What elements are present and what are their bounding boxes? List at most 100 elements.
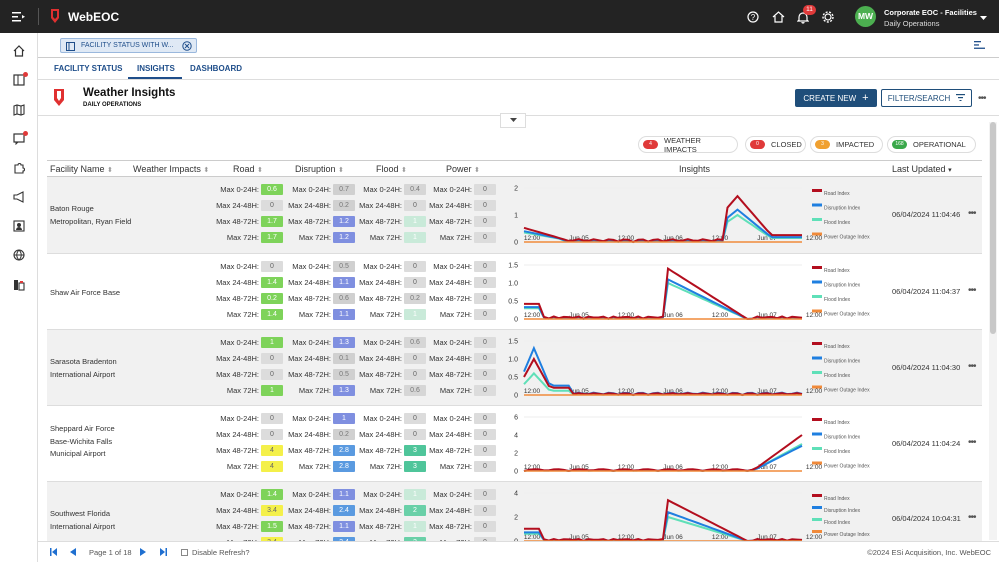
tab-dashboard[interactable]: DASHBOARD [190,64,242,73]
main-area: FACILITY STATUS WITH W... FACILITY STATU… [38,33,999,562]
last-page-icon[interactable] [160,548,167,558]
collapse-toggle[interactable] [500,113,526,128]
create-new-button[interactable]: CREATE NEW + [795,89,877,107]
y-tick-label: 1 [514,213,518,220]
scrollbar-thumb[interactable] [990,122,996,334]
insights-chart[interactable]: 4 2 0 12:00 Jun 05 12:00 Jun 06 12:00 Jun 07 12:0… [502,485,877,541]
road-series-line [524,266,803,321]
table-row[interactable]: Shaw Air Force Base Max 0-24H: 0 Max 0-24H:… [47,254,982,330]
row-more-options-icon[interactable]: ••• [968,208,976,219]
power-value: 0 [474,232,496,243]
row-more-options-icon[interactable]: ••• [968,437,976,448]
gear-icon[interactable] [822,11,834,25]
plugin-icon[interactable] [12,162,26,176]
disruption-value: 0.6 [333,293,355,304]
row-more-options-icon[interactable]: ••• [968,285,976,296]
globe-icon[interactable] [12,249,26,263]
avatar[interactable]: MW [855,6,876,27]
power-metric-label: Max 72H: [439,386,472,395]
status-badge-operational[interactable]: 168 OPERATIONAL [887,136,976,153]
scrollbar[interactable] [989,122,997,540]
col-power[interactable]: Power ⬍ [446,164,480,174]
disable-refresh-checkbox[interactable] [181,549,188,556]
row-more-options-icon[interactable]: ••• [968,512,976,523]
power-metric-label: Max 72H: [439,233,472,242]
flood-value: 0 [404,369,426,380]
power-metric-label: Max 48-72H: [429,294,472,303]
col-flood[interactable]: Flood ⬍ [376,164,407,174]
disruption-value: 2.8 [333,461,355,472]
disruption-value: 1.2 [333,232,355,243]
insights-chart[interactable]: 1.5 1.0 0.5 0 12:00 Jun 05 12:00 Jun 06 12:00 Jun… [502,333,877,405]
col-facility-name[interactable]: Facility Name ⬍ [50,164,113,174]
road-metric-label: Max 0-24H: [220,414,259,423]
chat-icon[interactable] [12,133,26,147]
table-row[interactable]: Southwest Florida International Airport Ma… [47,482,982,548]
menu-icon[interactable] [12,11,25,22]
x-tick-label: 12:00 [806,235,823,242]
tab-facility-status[interactable]: FACILITY STATUS [54,64,123,73]
y-tick-label: 0.5 [508,375,518,382]
facility-name: International Airport [50,521,116,531]
map-icon[interactable] [12,104,26,118]
tab-insights[interactable]: INSIGHTS [137,64,175,73]
x-tick-label: 12:00 [524,464,541,471]
col-last-updated[interactable]: Last Updated ▾ [892,164,952,174]
flood-value: 2 [404,505,426,516]
flood-metric-label: Max 48-72H: [359,294,402,303]
flood-metric-label: Max 0-24H: [363,414,402,423]
first-page-icon[interactable] [50,548,57,558]
facility-name: International Airport [50,369,116,379]
help-icon[interactable]: ? [747,11,759,25]
board-tab-chip[interactable]: FACILITY STATUS WITH W... [60,38,197,53]
flood-value: 0 [404,261,426,272]
col-road[interactable]: Road ⬍ [233,164,263,174]
col-disruption[interactable]: Disruption ⬍ [295,164,344,174]
table-row[interactable]: Sheppard Air Force Base-Wichita Falls Muni… [47,406,982,482]
power-metric-label: Max 0-24H: [433,185,472,194]
table-row[interactable]: Baton Rouge Metropolitan, Ryan Field Max 0… [47,177,982,254]
y-tick-label: 6 [514,415,518,422]
menu-list-icon[interactable] [974,41,985,51]
boards-icon[interactable] [12,74,26,88]
filter-search-button[interactable]: FILTER/SEARCH [881,89,972,107]
legend-swatch [812,356,822,360]
incident-name[interactable]: Daily Operations [884,19,940,28]
disable-refresh-label: Disable Refresh? [192,548,250,557]
megaphone-icon[interactable] [12,191,26,205]
road-metric-label: Max 48-72H: [216,522,259,531]
close-icon[interactable] [182,41,192,53]
col-weather-impacts[interactable]: Weather Impacts ⬍ [133,164,210,174]
position-name[interactable]: Corporate EOC - Facilities [884,8,977,17]
road-metric-label: Max 0-24H: [220,262,259,271]
contacts-icon[interactable] [12,220,26,234]
legend-swatch [812,218,822,221]
disruption-metric-label: Max 72H: [298,310,331,319]
facility-name: Base-Wichita Falls [50,436,113,446]
legend-label: Flood Index [824,297,851,303]
home-icon[interactable] [12,45,26,59]
x-tick-label: 12:00 [806,534,823,541]
flood-metric-label: Max 24-48H: [359,430,402,439]
road-value: 0 [261,261,283,272]
prev-page-icon[interactable] [70,548,76,558]
x-tick-label: 12:00 [806,312,823,319]
table-row[interactable]: Sarasota Bradenton International Airport M… [47,330,982,406]
insights-chart[interactable]: 6 4 2 0 12:00 Jun 05 12:00 Jun 06 12:00 Jun 07 12:… [502,409,877,481]
copyright: ©2024 ESi Acquisition, Inc. WebEOC [867,548,991,557]
power-value: 0 [474,385,496,396]
more-options-icon[interactable]: ••• [978,93,986,104]
legend-swatch [812,461,822,465]
insights-chart[interactable]: 1.5 1.0 0.5 0 12:00 Jun 05 12:00 Jun 06 12:00 Jun… [502,257,877,329]
home-icon[interactable] [772,11,785,25]
status-badge-impacted[interactable]: 3 IMPACTED [810,136,883,153]
row-more-options-icon[interactable]: ••• [968,361,976,372]
chevron-down-icon[interactable] [980,14,987,23]
legend-swatch [812,189,822,192]
next-page-icon[interactable] [140,548,146,558]
status-badge-weather-impacts[interactable]: 4 WEATHER IMPACTS [638,136,738,154]
status-badge-closed[interactable]: 0 CLOSED [745,136,806,153]
reports-icon[interactable] [12,279,26,293]
road-metric-label: Max 72H: [226,462,259,471]
